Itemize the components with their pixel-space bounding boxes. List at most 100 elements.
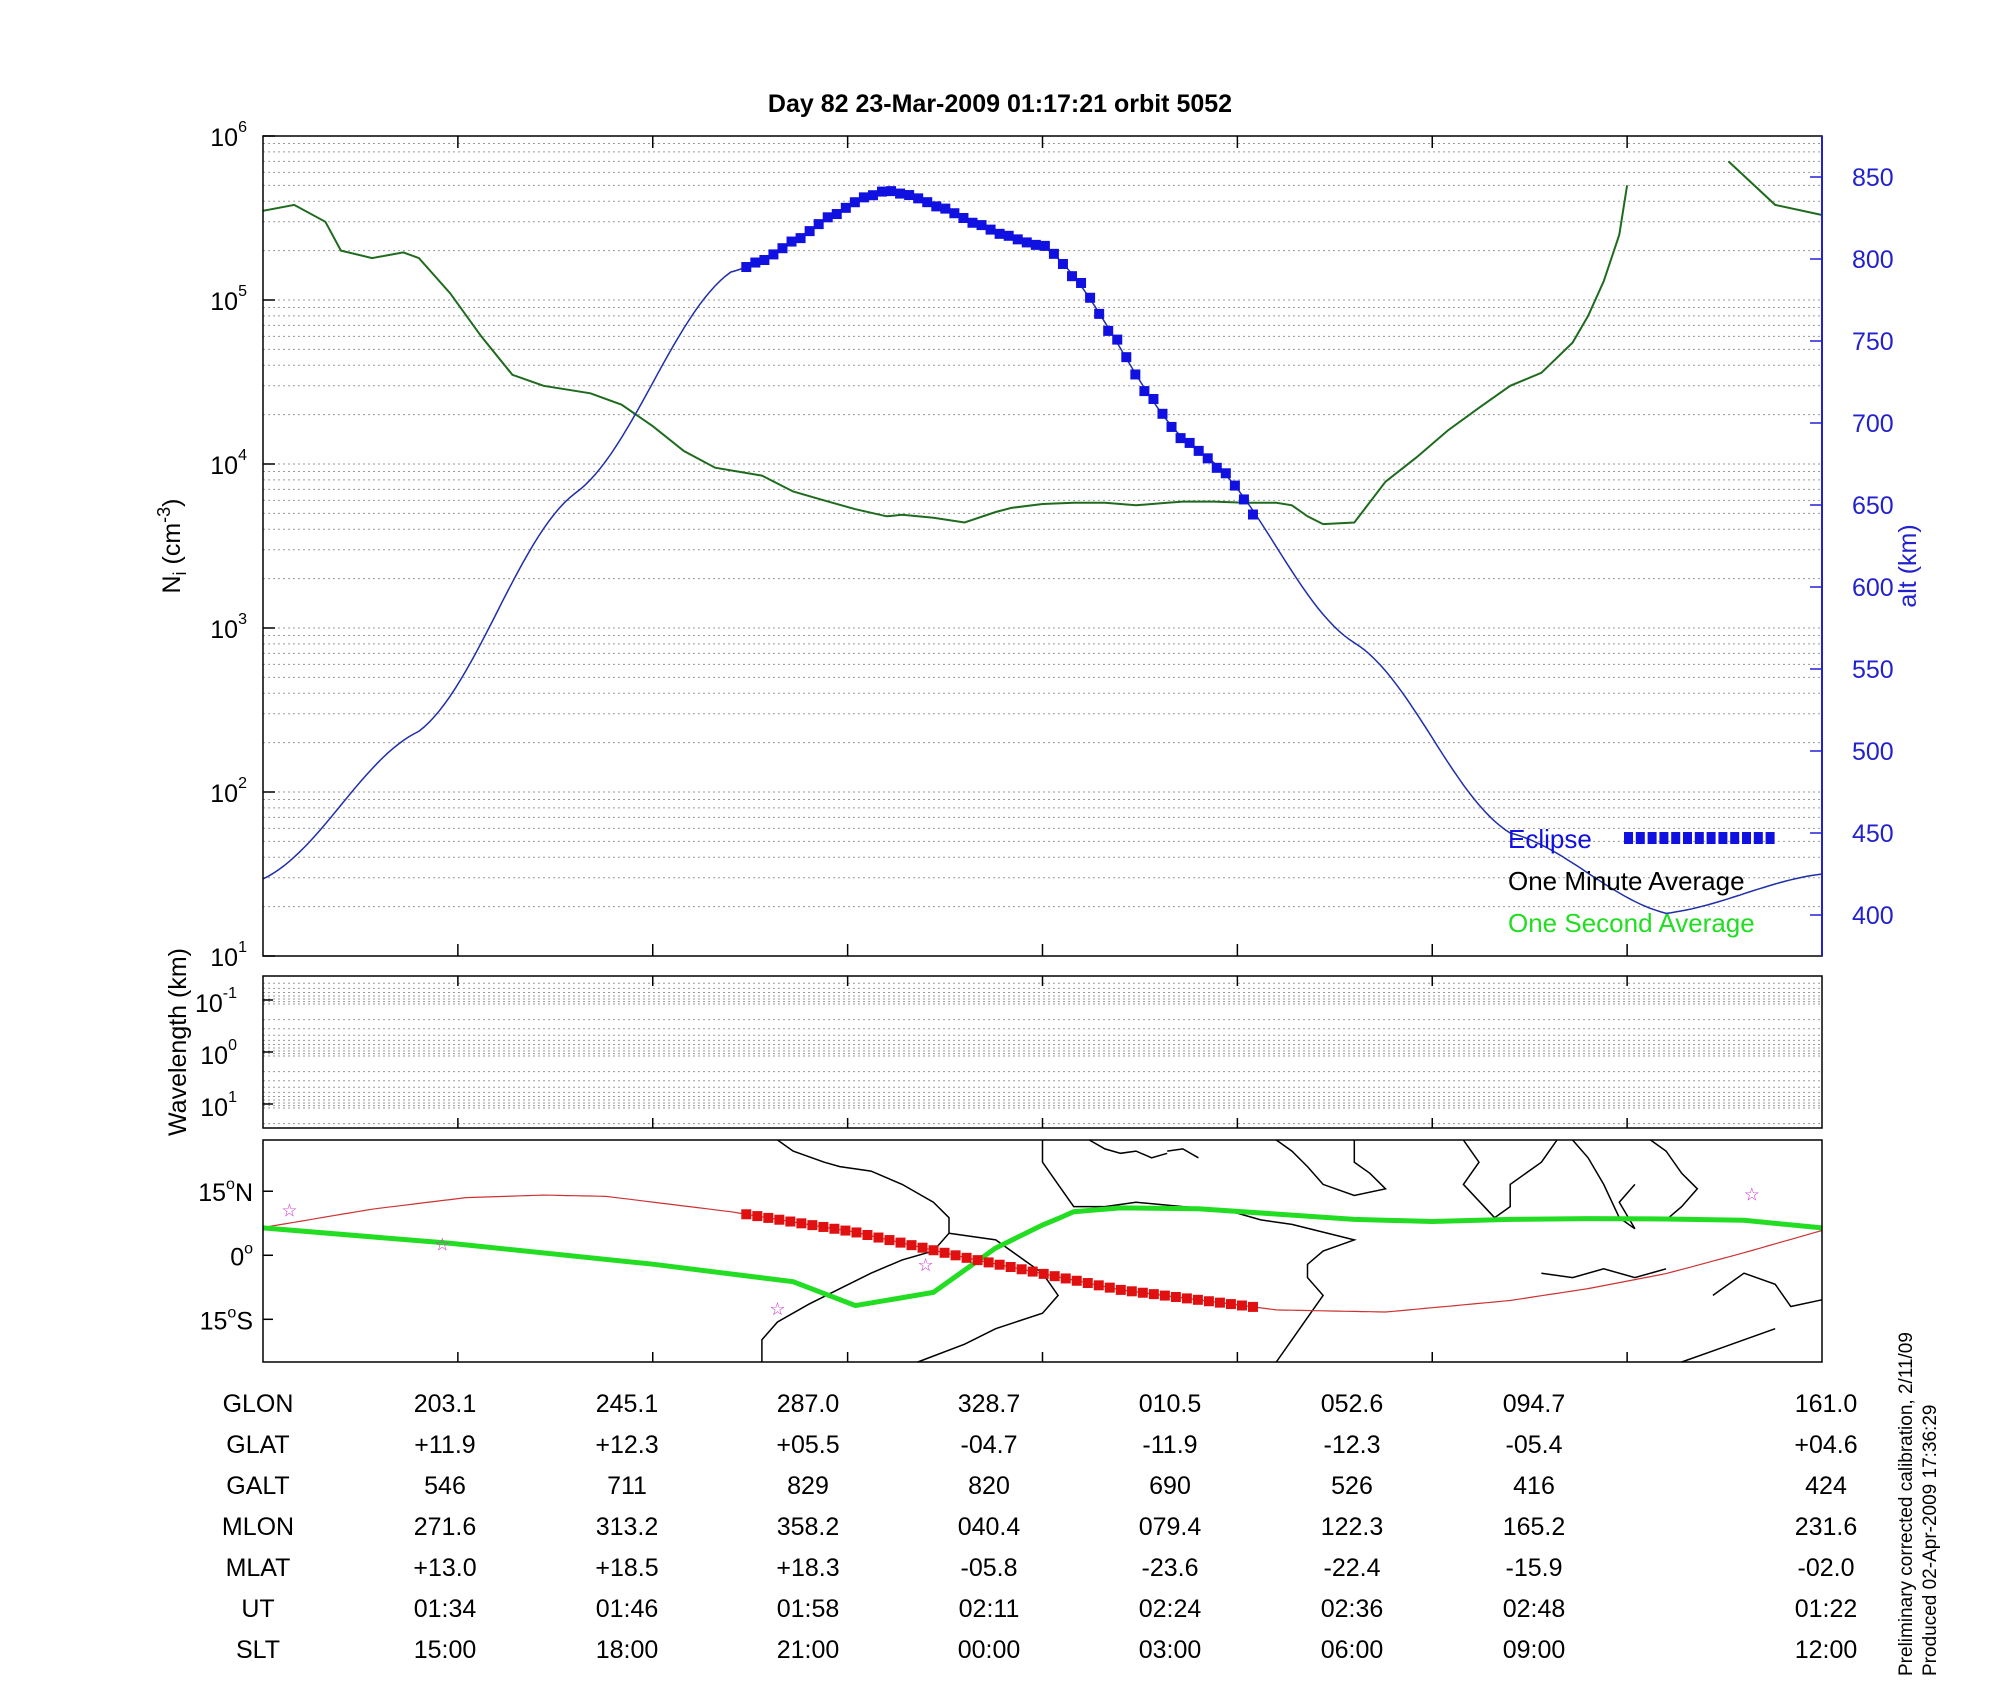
eclipse-map-marker	[1137, 1287, 1148, 1298]
star-marker: ☆	[434, 1235, 450, 1255]
ephemeris-row-label: MLAT	[226, 1554, 291, 1582]
eclipse-marker	[1057, 258, 1068, 269]
ephemeris-row-label: GALT	[226, 1472, 289, 1500]
ephemeris-cell: 094.7	[1503, 1390, 1566, 1418]
y-tick-label: 101	[200, 1089, 237, 1122]
eclipse-marker	[1094, 308, 1105, 319]
ephemeris-cell: 09:00	[1503, 1636, 1566, 1664]
density-line	[1727, 160, 1823, 216]
eclipse-marker	[1193, 445, 1204, 456]
eclipse-map-marker	[1225, 1299, 1236, 1310]
y-tick-base: 10	[195, 990, 223, 1018]
coastline	[1275, 1139, 1388, 1197]
eclipse-marker	[985, 224, 996, 235]
ephemeris-cell: 052.6	[1321, 1390, 1384, 1418]
eclipse-marker	[1175, 433, 1186, 444]
wavelength-y-label: Wavelength (km)	[164, 948, 192, 1136]
ephemeris-cell: 02:36	[1321, 1595, 1384, 1623]
coastline	[1167, 1148, 1199, 1159]
y-tick-base: 10	[210, 944, 238, 972]
eclipse-map-marker	[1016, 1264, 1027, 1275]
coastline	[1462, 1139, 1558, 1219]
ephemeris-cell: 358.2	[777, 1513, 840, 1541]
eclipse-marker	[958, 213, 969, 223]
ephemeris-cell: 01:58	[777, 1595, 840, 1623]
eclipse-map-marker	[1192, 1294, 1203, 1305]
lat-tick-label: 15oN	[198, 1176, 253, 1207]
eclipse-map-marker	[1170, 1291, 1181, 1302]
eclipse-marker	[1012, 234, 1023, 245]
eclipse-map-marker	[972, 1255, 983, 1266]
y2-tick-label: 700	[1852, 410, 1894, 438]
y-tick-base: 10	[210, 616, 238, 644]
star-marker: ☆	[281, 1201, 297, 1221]
lat-degree-sign: o	[226, 1176, 235, 1193]
eclipse-map-marker	[840, 1225, 851, 1236]
y-tick-exp: 3	[238, 611, 247, 628]
coastline	[1041, 1140, 1357, 1363]
y-tick-exp: 0	[228, 1037, 237, 1054]
ephemeris-cell: 526	[1331, 1472, 1373, 1500]
ephemeris-cell: -11.9	[1142, 1431, 1197, 1459]
eclipse-marker	[1220, 468, 1231, 479]
y-tick-exp: 1	[238, 939, 247, 956]
eclipse-marker	[940, 203, 951, 214]
eclipse-map-marker	[1247, 1301, 1258, 1312]
eclipse-map-marker	[939, 1247, 950, 1258]
eclipse-marker	[759, 255, 770, 266]
satellite-track	[262, 1205, 1823, 1309]
ephemeris-cell: 15:00	[414, 1636, 477, 1664]
eclipse-map-marker	[994, 1259, 1005, 1270]
lat-degree-sign: o	[244, 1240, 253, 1257]
wavelength-panel: 10-110 0 101 Wavelength (km)	[164, 948, 1823, 1136]
lat-deg: 0	[230, 1243, 244, 1271]
eclipse-map-marker	[983, 1257, 994, 1268]
legend-eclipse-marker	[1647, 832, 1657, 844]
ephemeris-row-label: GLAT	[226, 1431, 289, 1459]
orbit-line	[262, 1194, 1823, 1313]
legend-eclipse-marker	[1635, 832, 1645, 844]
density-ylabel-sub: i	[170, 571, 190, 575]
eclipse-map-marker	[796, 1218, 807, 1229]
eclipse-marker	[949, 208, 960, 219]
legend-label: Eclipse	[1508, 824, 1592, 854]
legend-eclipse-marker	[1730, 832, 1740, 844]
eclipse-marker	[1148, 394, 1159, 405]
eclipse-map-marker	[1214, 1297, 1225, 1308]
y2-tick-label: 800	[1852, 246, 1894, 274]
y-tick-exp: 5	[238, 283, 247, 300]
ephemeris-cell: 02:11	[959, 1595, 1020, 1623]
y-tick-exp: 4	[238, 447, 247, 464]
legend-eclipse-marker	[1671, 832, 1681, 844]
ephemeris-cell: 231.6	[1795, 1513, 1858, 1541]
ephemeris-cell: 829	[787, 1472, 829, 1500]
eclipse-map-marker	[1236, 1300, 1247, 1311]
coastline	[1681, 1327, 1776, 1363]
ephemeris-cell: +11.9	[414, 1431, 475, 1459]
eclipse-marker	[1021, 237, 1032, 248]
eclipse-map-marker	[829, 1223, 840, 1234]
y2-tick-label: 500	[1852, 738, 1894, 766]
y-tick-label: 10-1	[195, 985, 237, 1018]
density-line	[262, 185, 1629, 526]
lat-degree-sign: o	[227, 1304, 236, 1321]
eclipse-marker	[877, 186, 888, 197]
coastline-map	[761, 1139, 1823, 1363]
ephemeris-cell: -22.4	[1324, 1554, 1381, 1582]
ephemeris-cell: -02.0	[1798, 1554, 1855, 1582]
eclipse-marker	[1067, 271, 1078, 282]
y-tick-label: 101	[210, 939, 247, 972]
eclipse-map-marker	[1203, 1296, 1214, 1307]
eclipse-marker	[840, 202, 851, 213]
eclipse-marker	[931, 201, 942, 212]
y2-tick-label: 850	[1852, 164, 1894, 192]
ephemeris-cell: +05.5	[776, 1431, 839, 1459]
eclipse-map-marker	[884, 1235, 895, 1246]
ephemeris-cell: 010.5	[1139, 1390, 1202, 1418]
density-ylabel-unit-pre: (cm	[158, 523, 186, 572]
eclipse-marker	[786, 236, 797, 247]
lat-hemisphere: S	[236, 1307, 253, 1335]
eclipse-marker	[1112, 334, 1123, 345]
eclipse-marker	[813, 219, 824, 230]
